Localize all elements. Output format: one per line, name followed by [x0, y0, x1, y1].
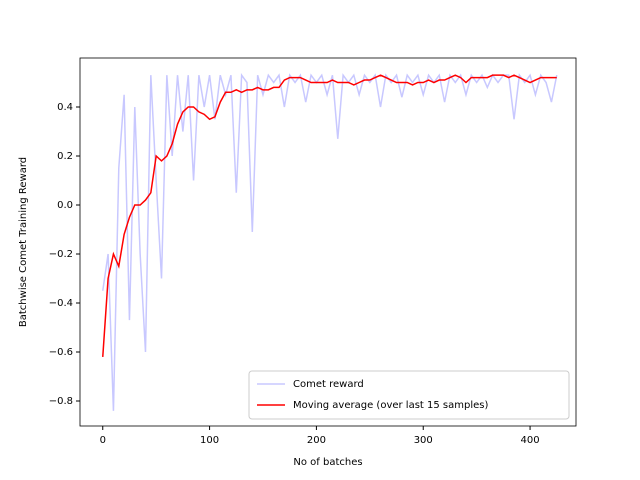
y-tick-label: −0.2 [49, 249, 73, 260]
y-tick-label: 0.2 [57, 151, 73, 162]
x-tick-label: 0 [100, 435, 106, 446]
y-tick-label: 0.0 [57, 200, 73, 211]
y-tick-label: −0.6 [49, 347, 73, 358]
x-axis-label: No of batches [293, 457, 362, 468]
y-tick-label: 0.4 [57, 102, 73, 113]
x-tick-label: 200 [307, 435, 326, 446]
plot-frame [79, 57, 577, 427]
legend-box [248, 370, 570, 420]
y-axis-label: Batchwise Comet Training Reward [18, 157, 29, 327]
series-line [102, 74, 557, 357]
x-tick-label: 400 [521, 435, 540, 446]
x-tick-label: 300 [414, 435, 433, 446]
y-tick-label: −0.4 [49, 298, 73, 309]
legend-label: Comet reward [293, 379, 364, 390]
series-line [102, 72, 558, 411]
legend-label: Moving average (over last 15 samples) [293, 400, 488, 411]
y-tick-label: −0.8 [49, 396, 73, 407]
x-tick-label: 100 [200, 435, 219, 446]
